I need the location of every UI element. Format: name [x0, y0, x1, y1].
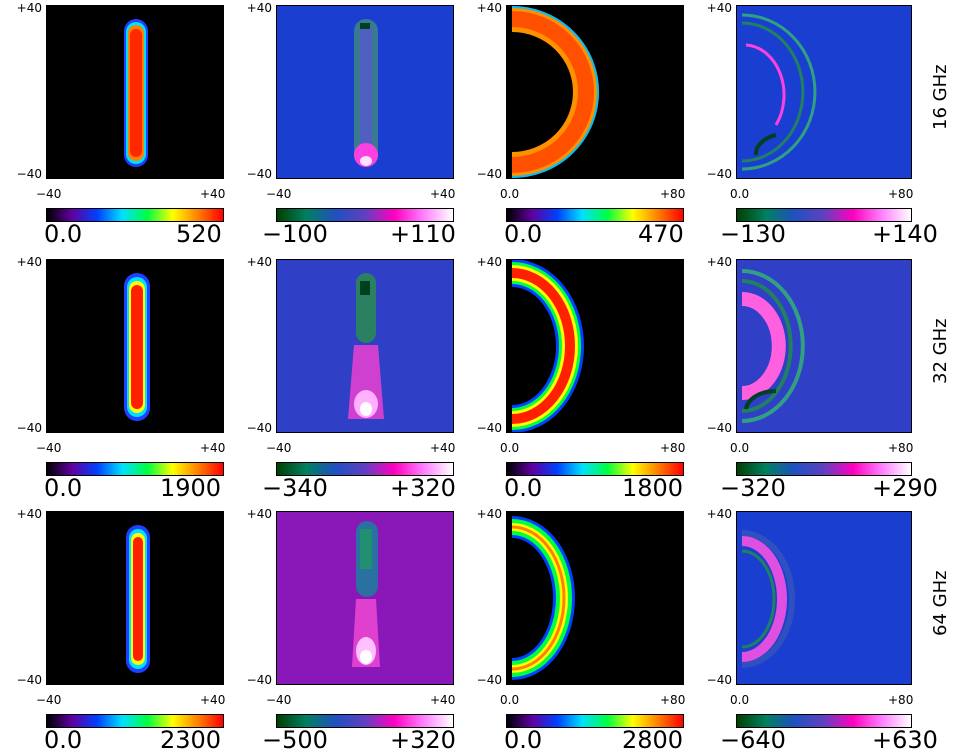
- row-label: 64 GHz: [930, 570, 951, 636]
- colorbar-max: 1800: [622, 474, 684, 502]
- y-tick-top: +40: [476, 1, 502, 15]
- colorbar-min: −130: [720, 220, 786, 248]
- y-tick-bottom: −40: [476, 673, 502, 687]
- x-tick-left: −40: [36, 187, 62, 201]
- y-tick-bottom: −40: [706, 167, 732, 181]
- colorbar-max: +630: [872, 726, 938, 754]
- x-tick-left: −40: [266, 693, 292, 707]
- colorbar-min: 0.0: [504, 726, 543, 754]
- x-tick-left: −40: [266, 441, 292, 455]
- colorbar: [736, 714, 912, 728]
- colorbar-min: −340: [262, 474, 328, 502]
- colorbar-max: 1900: [160, 474, 222, 502]
- colorbar: [506, 462, 684, 476]
- y-tick-top: +40: [476, 255, 502, 269]
- colorbar: [46, 208, 224, 222]
- panel-ring-intensity-16: [506, 5, 684, 179]
- colorbar: [276, 208, 454, 222]
- panel-polarization-64: [276, 511, 454, 685]
- x-tick-right: +80: [660, 693, 686, 707]
- y-tick-bottom: −40: [246, 673, 272, 687]
- panel-intensity-64: [46, 511, 224, 685]
- x-tick-right: +80: [888, 187, 914, 201]
- panel-intensity-16: [46, 5, 224, 179]
- y-tick-top: +40: [246, 1, 272, 15]
- y-tick-bottom: −40: [246, 167, 272, 181]
- panel-polarization-16: [276, 5, 454, 179]
- colorbar-max: 2300: [160, 726, 222, 754]
- x-tick-right: +80: [660, 441, 686, 455]
- colorbar-min: 0.0: [44, 474, 83, 502]
- colorbar-min: −320: [720, 474, 786, 502]
- colorbar-min: −100: [262, 220, 328, 248]
- x-tick-right: +40: [200, 441, 226, 455]
- colorbar-max: +320: [390, 726, 456, 754]
- x-tick-left: −40: [36, 693, 62, 707]
- y-tick-bottom: −40: [706, 673, 732, 687]
- colorbar-max: 470: [638, 220, 684, 248]
- colorbar-max: +320: [390, 474, 456, 502]
- y-tick-bottom: −40: [246, 421, 272, 435]
- colorbar-max: 2800: [622, 726, 684, 754]
- y-tick-top: +40: [246, 255, 272, 269]
- x-tick-right: +80: [888, 441, 914, 455]
- x-tick-right: +40: [430, 187, 456, 201]
- colorbar: [506, 714, 684, 728]
- y-tick-top: +40: [16, 1, 42, 15]
- x-tick-left: 0.0: [500, 693, 520, 707]
- colorbar-min: −640: [720, 726, 786, 754]
- colorbar-min: 0.0: [44, 726, 83, 754]
- panel-ring-intensity-64: [506, 511, 684, 685]
- x-tick-right: +80: [888, 693, 914, 707]
- x-tick-right: +40: [200, 693, 226, 707]
- colorbar-min: 0.0: [504, 220, 543, 248]
- colorbar: [46, 714, 224, 728]
- y-tick-top: +40: [16, 255, 42, 269]
- panel-ring-polarization-64: [736, 511, 912, 685]
- y-tick-bottom: −40: [706, 421, 732, 435]
- y-tick-top: +40: [706, 1, 732, 15]
- x-tick-right: +80: [660, 187, 686, 201]
- y-tick-top: +40: [246, 507, 272, 521]
- row-label: 16 GHz: [930, 64, 951, 130]
- panel-ring-polarization-32: [736, 259, 912, 433]
- x-tick-left: −40: [266, 187, 292, 201]
- y-tick-top: +40: [706, 507, 732, 521]
- x-tick-right: +40: [430, 693, 456, 707]
- colorbar: [276, 714, 454, 728]
- x-tick-left: 0.0: [500, 441, 520, 455]
- x-tick-left: 0.0: [730, 693, 750, 707]
- colorbar-min: −500: [262, 726, 328, 754]
- y-tick-bottom: −40: [16, 421, 42, 435]
- y-tick-top: +40: [476, 507, 502, 521]
- row-label: 32 GHz: [930, 318, 951, 384]
- panel-intensity-32: [46, 259, 224, 433]
- colorbar: [736, 208, 912, 222]
- x-tick-left: 0.0: [730, 441, 750, 455]
- y-tick-bottom: −40: [16, 673, 42, 687]
- panel-ring-polarization-16: [736, 5, 912, 179]
- colorbar-max: 520: [176, 220, 222, 248]
- panel-ring-intensity-32: [506, 259, 684, 433]
- colorbar: [276, 462, 454, 476]
- colorbar-max: +110: [390, 220, 456, 248]
- colorbar-min: 0.0: [44, 220, 83, 248]
- x-tick-right: +40: [430, 441, 456, 455]
- y-tick-top: +40: [16, 507, 42, 521]
- colorbar: [46, 462, 224, 476]
- panel-polarization-32: [276, 259, 454, 433]
- colorbar: [736, 462, 912, 476]
- colorbar-min: 0.0: [504, 474, 543, 502]
- y-tick-bottom: −40: [476, 167, 502, 181]
- x-tick-left: −40: [36, 441, 62, 455]
- y-tick-top: +40: [706, 255, 732, 269]
- x-tick-left: 0.0: [730, 187, 750, 201]
- x-tick-right: +40: [200, 187, 226, 201]
- colorbar: [506, 208, 684, 222]
- colorbar-max: +140: [872, 220, 938, 248]
- colorbar-max: +290: [872, 474, 938, 502]
- x-tick-left: 0.0: [500, 187, 520, 201]
- y-tick-bottom: −40: [476, 421, 502, 435]
- y-tick-bottom: −40: [16, 167, 42, 181]
